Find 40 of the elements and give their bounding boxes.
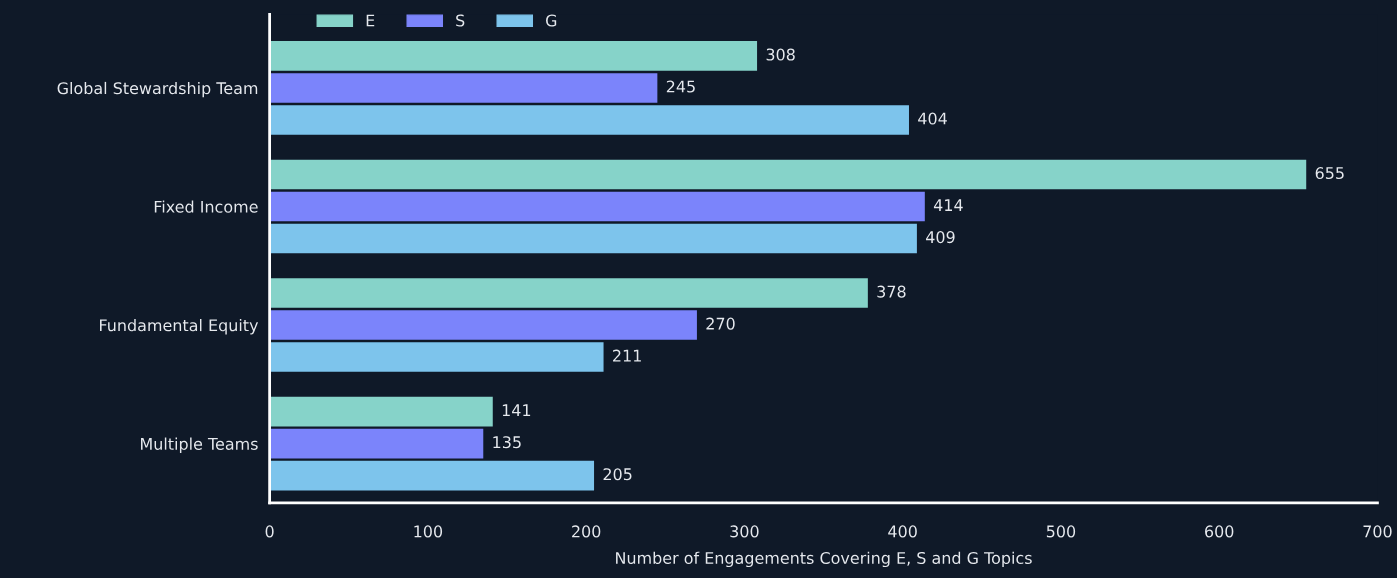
x-tick-label: 600 xyxy=(1205,525,1234,538)
bar xyxy=(269,191,925,222)
legend-label: G xyxy=(546,14,557,27)
bar xyxy=(269,310,697,340)
x-tick-label: 400 xyxy=(888,525,917,538)
data-label: 409 xyxy=(926,231,955,244)
x-axis-title: Number of Engagements Covering E, S and G Topics xyxy=(616,551,1032,568)
x-tick-label: 300 xyxy=(730,525,759,538)
y-tick-label: Fundamental Equity xyxy=(100,318,259,335)
data-label: 141 xyxy=(502,404,531,416)
x-tick-label: 500 xyxy=(1046,525,1076,538)
legend-label: S xyxy=(456,14,465,27)
bar xyxy=(269,278,868,308)
x-tick-label: 200 xyxy=(572,525,601,538)
bar xyxy=(269,223,917,254)
bar xyxy=(269,460,595,491)
data-label: 270 xyxy=(706,317,735,330)
data-label: 308 xyxy=(766,48,795,61)
bar xyxy=(269,428,484,459)
bar xyxy=(269,105,909,135)
data-label: 205 xyxy=(603,468,632,481)
y-tick-label: Fixed Income xyxy=(154,200,258,213)
data-label: 135 xyxy=(493,436,521,449)
bar xyxy=(269,159,1307,190)
data-label: 655 xyxy=(1315,167,1344,180)
data-label: 211 xyxy=(613,349,641,362)
y-tick-label: Global Stewardship Team xyxy=(57,81,258,98)
data-label: 245 xyxy=(666,80,695,93)
bar xyxy=(269,41,758,71)
data-label: 414 xyxy=(933,199,963,211)
bar xyxy=(269,342,604,372)
legend-label: E xyxy=(366,14,375,27)
bar xyxy=(269,73,658,103)
x-tick-label: 100 xyxy=(414,525,443,538)
data-label: 378 xyxy=(877,285,906,298)
y-tick-label: Multiple Teams xyxy=(141,437,258,453)
data-label: 404 xyxy=(918,112,947,125)
bar xyxy=(269,396,493,427)
x-tick-label: 0 xyxy=(265,525,274,538)
x-tick-label: 700 xyxy=(1363,525,1392,538)
